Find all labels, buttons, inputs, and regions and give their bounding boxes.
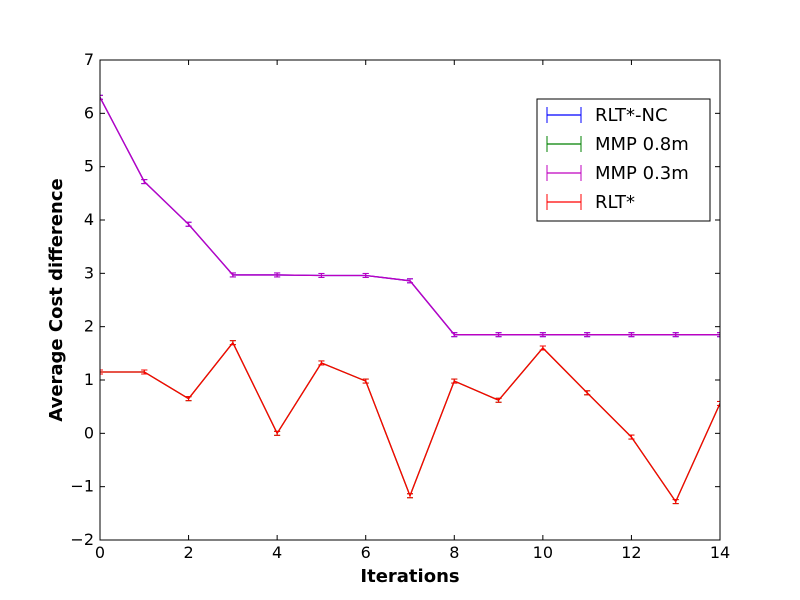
x-axis-label: Iterations [360, 566, 459, 587]
data-point [717, 400, 720, 406]
data-point [185, 396, 192, 402]
legend-label: MMP 0.3m [595, 163, 689, 184]
data-point [672, 499, 679, 505]
plot-frame [99, 59, 721, 541]
series-3 [100, 94, 720, 338]
data-point [407, 278, 413, 284]
data-point [628, 434, 635, 440]
y-tick-label: −2 [70, 530, 94, 549]
data-point [672, 332, 679, 338]
data-point [584, 390, 591, 396]
data-point [584, 332, 591, 338]
data-point [495, 332, 502, 338]
legend-item: MMP 0.8m [546, 134, 689, 155]
y-tick-label: 5 [84, 157, 94, 176]
y-tick-label: 2 [84, 317, 94, 336]
legend-item: MMP 0.3m [546, 163, 689, 184]
data-point [407, 493, 413, 499]
data-point [100, 94, 103, 100]
data-point [100, 369, 103, 375]
y-axis-label: Average Cost difference [46, 178, 67, 421]
legend-item: RLT* [546, 192, 635, 213]
data-point [141, 369, 148, 375]
data-point [717, 332, 720, 338]
y-tick-label: 3 [84, 263, 94, 282]
data-point [451, 378, 458, 384]
data-point [141, 179, 148, 185]
plot-area [100, 94, 720, 505]
legend-label: MMP 0.8m [595, 134, 689, 155]
data-point [539, 345, 546, 351]
data-point [229, 340, 236, 346]
data-point [495, 397, 502, 403]
data-point [539, 332, 546, 338]
data-point [318, 272, 325, 278]
data-point [318, 360, 325, 366]
legend-label: RLT* [595, 192, 635, 213]
legend-box [536, 98, 711, 222]
data-point [451, 332, 458, 338]
x-tick-label: 4 [272, 543, 282, 562]
data-point [229, 272, 236, 278]
legend-label: RLT*-NC [595, 105, 668, 126]
data-point [362, 272, 369, 278]
y-tick-label: 0 [84, 423, 94, 442]
series-4 [100, 340, 720, 505]
data-point [274, 430, 281, 436]
legend: RLT*-NC MMP 0.8m MMP 0.3m RLT* [536, 98, 711, 222]
y-tick-label: 1 [84, 370, 94, 389]
x-tick-label: 8 [449, 543, 459, 562]
data-point [628, 332, 635, 338]
y-tick-label: 6 [84, 103, 94, 122]
data-point [185, 221, 192, 227]
x-tick-label: 2 [183, 543, 193, 562]
x-tick-label: 0 [95, 543, 105, 562]
x-tick-label: 6 [361, 543, 371, 562]
y-tick-label: 7 [84, 50, 94, 69]
y-tick-label: 4 [84, 210, 94, 229]
x-tick-label: 10 [533, 543, 553, 562]
data-point [274, 272, 281, 278]
legend-item: RLT*-NC [546, 105, 668, 126]
x-tick-label: 14 [710, 543, 730, 562]
data-point [362, 378, 369, 384]
y-tick-label: −1 [70, 477, 94, 496]
x-tick-label: 12 [621, 543, 641, 562]
